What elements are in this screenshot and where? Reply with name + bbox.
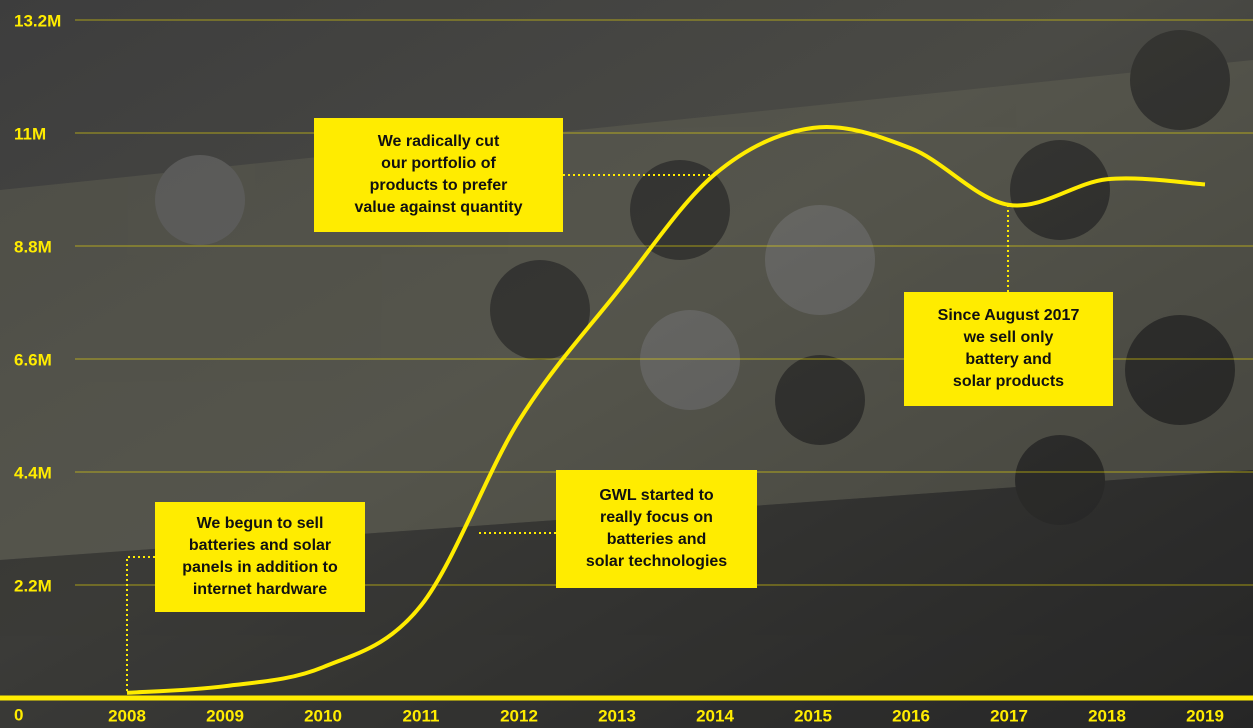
annotation-text: solar products — [953, 373, 1064, 390]
y-tick-label: 6.6M — [14, 350, 52, 369]
annotation-box — [155, 502, 365, 612]
annotation-text: We radically cut — [378, 133, 500, 150]
annotation-box — [556, 470, 757, 588]
x-tick-label: 2013 — [598, 706, 636, 725]
x-tick-label: 2014 — [696, 706, 734, 725]
y-tick-label: 8.8M — [14, 237, 52, 256]
y-tick-label: 0 — [14, 705, 23, 724]
y-tick-label: 13.2M — [14, 11, 61, 30]
annotation-text: solar technologies — [586, 553, 727, 570]
x-tick-label: 2011 — [403, 706, 440, 725]
annotation-text: Since August 2017 — [938, 307, 1080, 324]
annotation-text: really focus on — [600, 509, 713, 526]
annotation-box — [314, 118, 563, 232]
annotation-text: we sell only — [963, 329, 1054, 346]
annotation-text: our portfolio of — [381, 155, 496, 172]
data-line — [126, 125, 1206, 695]
x-tick-label: 2012 — [500, 706, 538, 725]
y-tick-label: 2.2M — [14, 576, 52, 595]
annotation-text: battery and — [965, 351, 1051, 368]
x-tick-label: 2018 — [1088, 706, 1126, 725]
x-tick-label: 2010 — [304, 706, 342, 725]
annotation-text: batteries and solar — [189, 537, 331, 554]
background-photo — [0, 30, 1253, 728]
annotation-box — [904, 292, 1113, 406]
y-tick-label: 11M — [14, 124, 46, 143]
annotation-text: panels in addition to — [182, 559, 338, 576]
annotation-text: We begun to sell — [197, 515, 324, 532]
y-tick-label: 4.4M — [14, 463, 52, 482]
x-tick-label: 2008 — [108, 706, 146, 725]
annotation-text: batteries and — [607, 531, 707, 548]
annotation-text: internet hardware — [193, 581, 327, 598]
x-tick-label: 2015 — [794, 706, 832, 725]
annotation-text: products to prefer — [370, 177, 508, 194]
x-tick-label: 2009 — [206, 706, 244, 725]
annotation-text: value against quantity — [354, 199, 522, 216]
x-tick-label: 2019 — [1186, 706, 1224, 725]
x-tick-label: 2017 — [990, 706, 1028, 725]
x-tick-label: 2016 — [892, 706, 930, 725]
annotation-text: GWL started to — [599, 487, 714, 504]
